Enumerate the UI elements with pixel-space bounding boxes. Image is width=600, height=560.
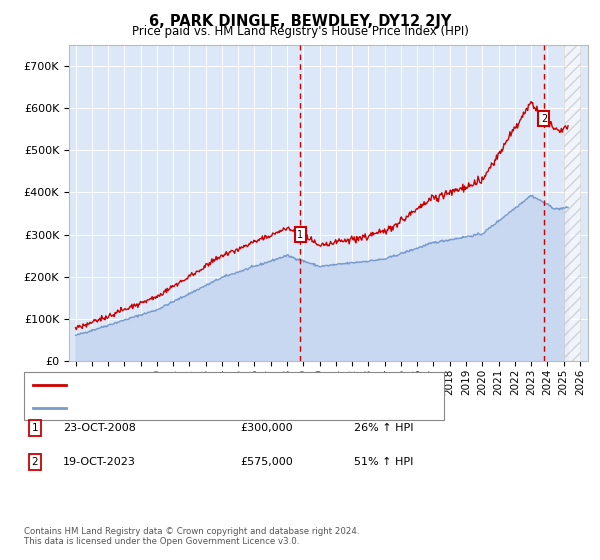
Text: 23-OCT-2008: 23-OCT-2008 xyxy=(63,423,136,433)
Text: HPI: Average price, detached house, Wyre Forest: HPI: Average price, detached house, Wyre… xyxy=(71,403,326,413)
Text: 6, PARK DINGLE, BEWDLEY, DY12 2JY (detached house): 6, PARK DINGLE, BEWDLEY, DY12 2JY (detac… xyxy=(71,380,358,390)
Text: £575,000: £575,000 xyxy=(240,457,293,467)
Text: 2: 2 xyxy=(541,114,547,124)
Text: Price paid vs. HM Land Registry's House Price Index (HPI): Price paid vs. HM Land Registry's House … xyxy=(131,25,469,38)
Text: 51% ↑ HPI: 51% ↑ HPI xyxy=(354,457,413,467)
Text: Contains HM Land Registry data © Crown copyright and database right 2024.
This d: Contains HM Land Registry data © Crown c… xyxy=(24,526,359,546)
Text: 26% ↑ HPI: 26% ↑ HPI xyxy=(354,423,413,433)
Text: £300,000: £300,000 xyxy=(240,423,293,433)
Text: 19-OCT-2023: 19-OCT-2023 xyxy=(63,457,136,467)
Text: 1: 1 xyxy=(297,230,303,240)
Text: 1: 1 xyxy=(31,423,38,433)
Text: 2: 2 xyxy=(31,457,38,467)
Text: 6, PARK DINGLE, BEWDLEY, DY12 2JY: 6, PARK DINGLE, BEWDLEY, DY12 2JY xyxy=(149,14,451,29)
